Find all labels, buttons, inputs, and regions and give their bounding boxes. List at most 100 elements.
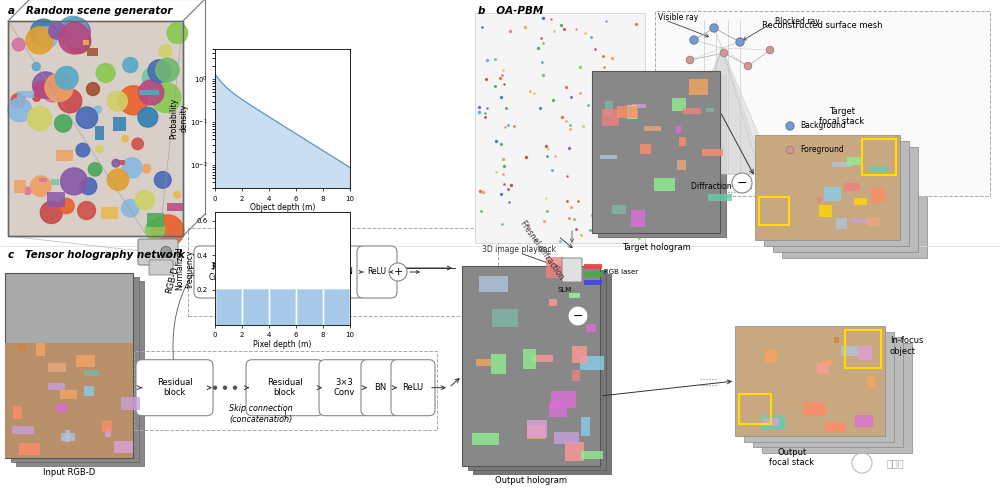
Bar bbox=[584, 280, 602, 285]
Text: 3D image playback: 3D image playback bbox=[482, 245, 556, 255]
Text: Foreground: Foreground bbox=[800, 145, 844, 155]
Point bbox=[584, 211, 600, 219]
Circle shape bbox=[123, 58, 138, 73]
Text: 3×3
Conv: 3×3 Conv bbox=[333, 378, 355, 397]
Point bbox=[604, 54, 620, 62]
Circle shape bbox=[11, 93, 25, 108]
Point bbox=[479, 104, 495, 112]
Text: Residual
block: Residual block bbox=[267, 378, 302, 397]
Bar bbox=[65, 430, 70, 442]
Bar bbox=[134, 351, 437, 430]
Bar bbox=[644, 125, 661, 131]
Bar bbox=[105, 428, 111, 436]
Bar bbox=[759, 197, 789, 225]
Bar bbox=[836, 218, 847, 229]
Bar bbox=[8, 21, 183, 236]
Circle shape bbox=[112, 160, 120, 167]
Bar bbox=[523, 349, 536, 369]
Circle shape bbox=[154, 172, 171, 188]
Bar bbox=[17, 91, 34, 99]
Bar bbox=[672, 98, 686, 111]
Point bbox=[530, 44, 546, 52]
Circle shape bbox=[732, 173, 752, 193]
Circle shape bbox=[122, 200, 139, 217]
Text: ReLU: ReLU bbox=[368, 267, 387, 277]
Bar bbox=[763, 418, 779, 426]
Bar bbox=[761, 415, 785, 430]
Bar bbox=[47, 192, 65, 207]
Point bbox=[472, 187, 488, 195]
Text: b   OA-PBM: b OA-PBM bbox=[478, 6, 543, 16]
Point bbox=[587, 45, 603, 53]
Text: RGB laser: RGB laser bbox=[604, 269, 638, 275]
Bar bbox=[5, 343, 133, 458]
Bar bbox=[119, 160, 125, 165]
Text: BN: BN bbox=[246, 267, 256, 277]
Bar bbox=[867, 217, 880, 226]
Point bbox=[501, 198, 517, 205]
Bar bbox=[580, 356, 604, 369]
Text: RGB-D to point cloud: RGB-D to point cloud bbox=[212, 264, 300, 272]
Circle shape bbox=[145, 220, 165, 239]
Bar bbox=[676, 126, 681, 133]
Bar bbox=[139, 90, 159, 95]
Point bbox=[589, 80, 605, 87]
Point bbox=[535, 71, 551, 79]
Circle shape bbox=[45, 73, 73, 102]
Text: Background: Background bbox=[800, 122, 846, 130]
Bar bbox=[735, 326, 885, 436]
Text: SLM: SLM bbox=[558, 287, 572, 293]
Text: 3×3
Conv: 3×3 Conv bbox=[305, 263, 325, 282]
FancyBboxPatch shape bbox=[330, 246, 366, 298]
Bar bbox=[847, 157, 863, 165]
Point bbox=[627, 203, 643, 211]
Bar bbox=[753, 337, 903, 447]
Text: Target
focal stack: Target focal stack bbox=[819, 107, 865, 126]
Bar bbox=[36, 344, 45, 356]
Point bbox=[520, 222, 536, 229]
Point bbox=[522, 87, 538, 95]
Point bbox=[626, 208, 642, 216]
Circle shape bbox=[28, 106, 52, 130]
Point bbox=[474, 23, 490, 31]
Text: Input RGB-D: Input RGB-D bbox=[43, 468, 95, 477]
Bar bbox=[101, 207, 118, 219]
Bar bbox=[12, 426, 34, 434]
Circle shape bbox=[174, 192, 180, 198]
Point bbox=[528, 236, 544, 244]
Bar bbox=[844, 183, 860, 191]
Bar bbox=[867, 376, 875, 388]
Point bbox=[538, 142, 554, 150]
Point bbox=[580, 102, 596, 109]
Bar bbox=[216, 289, 241, 325]
Point bbox=[543, 15, 559, 23]
Bar bbox=[572, 346, 587, 363]
FancyBboxPatch shape bbox=[357, 246, 397, 298]
Bar bbox=[755, 135, 900, 240]
Polygon shape bbox=[669, 48, 775, 174]
Bar bbox=[821, 360, 833, 365]
Bar bbox=[492, 309, 518, 327]
Bar bbox=[854, 198, 867, 205]
Bar bbox=[113, 117, 126, 131]
Bar bbox=[270, 289, 295, 325]
Bar bbox=[655, 11, 990, 196]
Bar bbox=[679, 137, 686, 146]
Bar bbox=[468, 270, 606, 470]
Bar bbox=[586, 324, 596, 332]
Circle shape bbox=[744, 62, 752, 70]
Bar bbox=[817, 197, 821, 203]
Circle shape bbox=[34, 81, 50, 98]
Circle shape bbox=[389, 263, 407, 281]
Bar bbox=[602, 109, 619, 126]
Circle shape bbox=[61, 168, 87, 195]
Bar bbox=[764, 141, 909, 246]
Bar bbox=[825, 423, 846, 432]
Point bbox=[532, 103, 548, 111]
Point bbox=[608, 156, 624, 163]
Point bbox=[495, 66, 511, 74]
Bar bbox=[640, 144, 651, 154]
Bar bbox=[479, 276, 508, 292]
Point bbox=[585, 201, 601, 209]
Point bbox=[544, 166, 560, 174]
